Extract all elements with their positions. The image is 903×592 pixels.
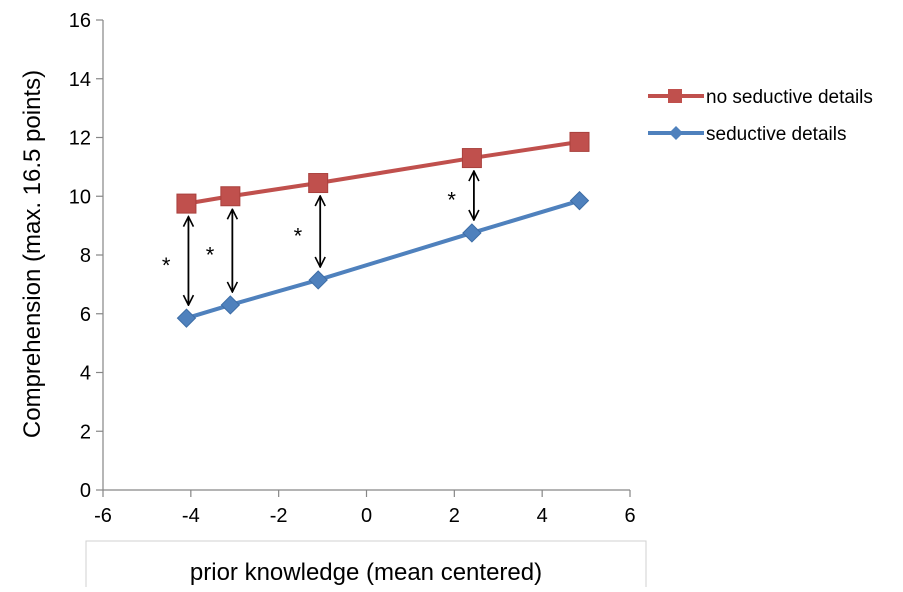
y-tick-label: 4 (80, 363, 91, 385)
x-tick-label: 0 (361, 505, 372, 527)
data-point-square (220, 186, 241, 207)
x-axis-title-box (85, 540, 647, 592)
y-tick-label: 12 (69, 128, 91, 150)
x-axis-title: prior knowledge (mean centered) (190, 559, 542, 586)
data-point-diamond (308, 270, 328, 290)
x-tick-label: 4 (537, 505, 548, 527)
x-tick-label: -6 (94, 505, 112, 527)
x-tick-label: -4 (182, 505, 200, 527)
y-tick-label: 16 (69, 10, 91, 32)
y-tick-label: 0 (80, 480, 91, 502)
series-seductive-details (176, 190, 590, 328)
data-point-square (308, 173, 329, 194)
legend-label: seductive details (706, 124, 846, 145)
significance-asterisk: * (162, 253, 171, 278)
series-no-seductive-details (176, 131, 590, 214)
legend-label: no seductive details (706, 87, 873, 108)
y-tick-label: 6 (80, 304, 91, 326)
legend-marker-diamond (669, 126, 683, 140)
y-tick-label: 2 (80, 421, 91, 443)
data-point-square (176, 193, 197, 214)
significance-asterisk: * (294, 224, 303, 249)
series-line (186, 139, 580, 206)
data-point-diamond (176, 308, 197, 328)
y-tick-label: 8 (80, 245, 91, 267)
axes: 0 2 4 6 8 10 12 14 16 -6 -4 -2 0 2 4 6 (69, 10, 636, 527)
series-line (185, 198, 581, 321)
x-tick-label: 2 (449, 505, 460, 527)
legend-marker-square (668, 89, 682, 103)
x-tick-label: -2 (270, 505, 288, 527)
data-point-diamond (220, 295, 241, 315)
data-point-square (461, 148, 482, 169)
data-point-diamond (462, 223, 482, 243)
legend: no seductive details seductive details (648, 87, 873, 145)
series-layer (176, 131, 590, 328)
significance-asterisk: * (206, 243, 215, 268)
significance-asterisk: * (447, 188, 456, 213)
y-tick-label: 10 (69, 186, 91, 208)
x-tick-label: 6 (624, 505, 635, 527)
y-tick-label: 14 (69, 69, 91, 91)
annotations: * * * * (162, 171, 474, 305)
y-axis-title: Comprehension (max. 16.5 points) (19, 70, 46, 438)
data-point-square (569, 131, 590, 152)
data-point-diamond (569, 190, 590, 211)
